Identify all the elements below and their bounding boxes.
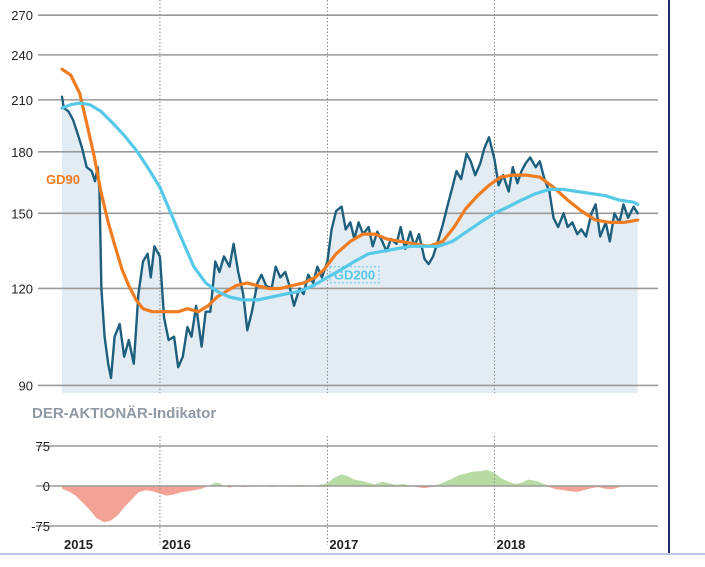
- bottom-strip: [0, 555, 705, 567]
- series-line-gd90: [60, 67, 640, 314]
- y-tick-label: 120: [11, 281, 33, 296]
- legend-label-gd90: GD90: [46, 172, 80, 187]
- y-tick-label: 90: [19, 378, 33, 393]
- indicator-tick-label: -75: [31, 519, 50, 534]
- legend-box-gd200: [329, 266, 380, 284]
- frame-border-bottom: [0, 553, 705, 555]
- x-tick-label: 2016: [162, 537, 191, 552]
- y-tick-label: 210: [11, 93, 33, 108]
- indicator-positive-area: [62, 470, 638, 486]
- y-tick-label: 240: [11, 48, 33, 63]
- indicator-tick-label: 0: [43, 479, 50, 494]
- stock-chart: 270 240 210 180 150 120 90 GD90 GD200 DER-AKTION…: [11, 0, 658, 552]
- x-tick-label: 2017: [329, 537, 358, 552]
- indicator-title: DER-AKTIONÄR-Indikator: [32, 405, 216, 422]
- indicator-panel: DER-AKTIONÄR-Indikator 75 0 -75 2015 2016 2017…: [31, 405, 658, 552]
- series-line-price: [60, 95, 639, 380]
- price-area-fill: [62, 96, 638, 393]
- x-tick-label: 2015: [64, 537, 93, 552]
- indicator-negative-area: [62, 486, 638, 523]
- indicator-tick-label: 75: [36, 439, 50, 454]
- series-line-gd200: [60, 101, 640, 302]
- y-tick-label: 150: [11, 206, 33, 221]
- price-panel: 270 240 210 180 150 120 90 GD90 GD200: [11, 0, 658, 393]
- frame-border-right: [668, 0, 670, 553]
- x-tick-label: 2018: [496, 537, 525, 552]
- y-tick-label: 180: [11, 145, 33, 160]
- y-tick-label: 270: [11, 8, 33, 23]
- legend-label-gd200: GD200: [334, 268, 375, 283]
